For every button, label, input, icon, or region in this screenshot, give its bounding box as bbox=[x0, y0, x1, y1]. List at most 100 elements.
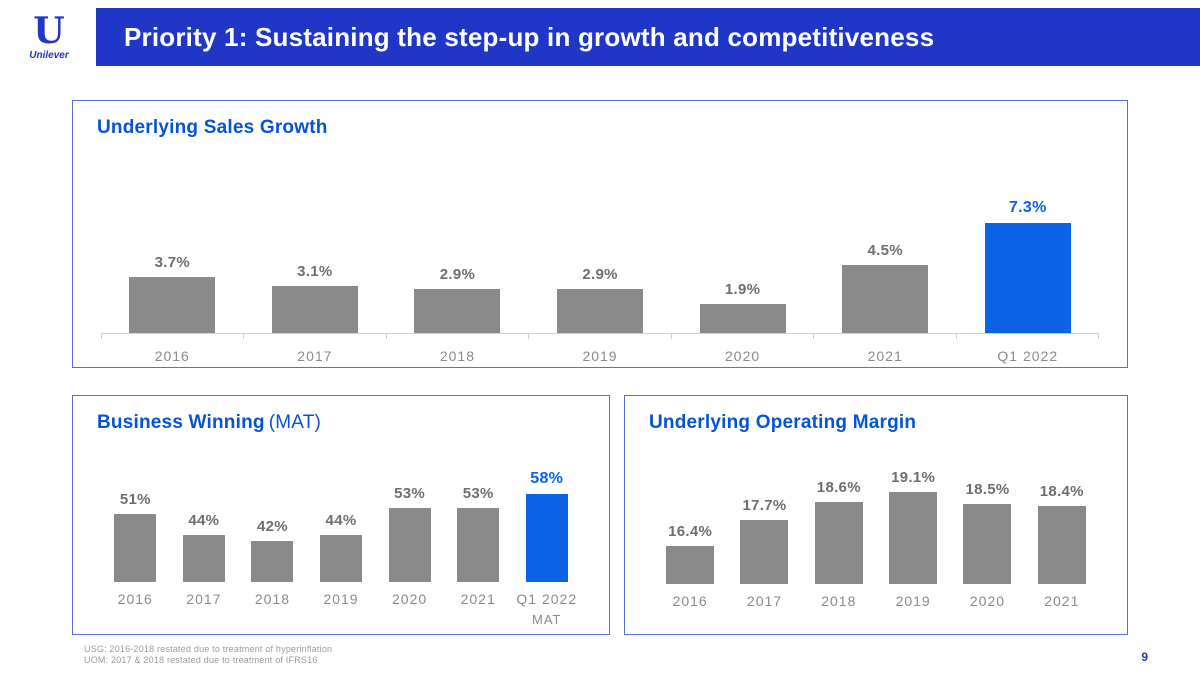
category-sublabel: MAT bbox=[532, 612, 562, 627]
value-label: 2.9% bbox=[439, 266, 476, 283]
value-label: 7.3% bbox=[1008, 199, 1047, 216]
category-labels: 2016 2017 2018 2019 2020 2021 bbox=[653, 584, 1099, 609]
value-label: 51% bbox=[119, 491, 151, 508]
bar-column: 4.5% bbox=[814, 242, 957, 333]
bar-column: 53% bbox=[444, 485, 513, 582]
bar-column: 53% bbox=[375, 485, 444, 582]
business-winning-panel: Business Winning (MAT) 51% 44% 42% 44% 53% 53%… bbox=[72, 395, 610, 635]
category-label: 2018 bbox=[254, 591, 291, 607]
bar-2021 bbox=[457, 508, 500, 582]
category-label: 2017 bbox=[297, 348, 333, 364]
value-label: 16.4% bbox=[668, 523, 713, 540]
bar-2019 bbox=[889, 492, 938, 584]
value-label: 19.1% bbox=[891, 469, 936, 486]
bar-2019 bbox=[557, 289, 644, 333]
value-label: 3.7% bbox=[154, 254, 190, 271]
bar-column: 3.1% bbox=[244, 263, 387, 333]
underlying-sales-growth-panel: Underlying Sales Growth 3.7% 3.1% 2.9% 2.9%… bbox=[72, 100, 1128, 368]
usg-bar-chart: 3.7% 3.1% 2.9% 2.9% 1.9% 4.5% 7.3% 2016 2017 2018… bbox=[101, 179, 1099, 364]
bar-2021 bbox=[1037, 506, 1086, 584]
bar-column: 18.6% bbox=[802, 479, 876, 584]
bar-2016 bbox=[114, 514, 157, 582]
category-labels: 2016 2017 2018 2019 2020 2021 Q1 2022 bbox=[101, 339, 1099, 364]
footnotes: USG: 2016-2018 restated due to treatment… bbox=[84, 644, 332, 667]
bar-column: 18.4% bbox=[1025, 483, 1099, 584]
value-label: 18.4% bbox=[1039, 483, 1084, 500]
bar-2018 bbox=[251, 541, 294, 582]
bar-column: 58% bbox=[512, 470, 581, 582]
category-label: 2020 bbox=[969, 593, 1006, 609]
bar-column: 42% bbox=[238, 518, 307, 582]
value-label: 17.7% bbox=[742, 497, 787, 514]
value-label: 44% bbox=[188, 512, 220, 529]
bar-column: 51% bbox=[101, 491, 170, 582]
underlying-operating-margin-panel: Underlying Operating Margin 16.4% 17.7% 18… bbox=[624, 395, 1128, 635]
uom-chart-title: Underlying Operating Margin bbox=[649, 412, 917, 433]
category-label: 2017 bbox=[186, 591, 222, 607]
footnote-uom: UOM: 2017 & 2018 restated due to treatme… bbox=[84, 655, 318, 666]
category-label: 2019 bbox=[582, 348, 618, 364]
category-label: 2021 bbox=[460, 591, 496, 607]
category-label: 2021 bbox=[867, 348, 903, 364]
category-label: 2016 bbox=[117, 591, 153, 607]
bar-2020 bbox=[963, 504, 1012, 584]
unilever-wordmark: Unilever bbox=[29, 50, 69, 61]
bar-column: 18.5% bbox=[950, 481, 1024, 584]
bar-2016 bbox=[666, 546, 715, 584]
bar-2017 bbox=[271, 286, 358, 333]
unilever-u-icon: U bbox=[33, 10, 65, 52]
category-label: 2020 bbox=[392, 591, 428, 607]
value-label: 2.9% bbox=[582, 266, 618, 283]
bar-column: 2.9% bbox=[386, 266, 529, 333]
bar-column: 44% bbox=[170, 512, 239, 582]
value-label: 42% bbox=[256, 518, 288, 535]
category-label: 2021 bbox=[1044, 593, 1080, 609]
category-labels: 2016 2017 2018 2019 2020 2021 Q1 2022 MAT bbox=[101, 582, 581, 627]
value-label: 3.1% bbox=[297, 263, 333, 280]
value-label: 4.5% bbox=[867, 242, 903, 259]
category-label: 2018 bbox=[439, 348, 476, 364]
value-label: 18.6% bbox=[816, 479, 861, 496]
footnote-usg: USG: 2016-2018 restated due to treatment… bbox=[84, 644, 333, 654]
usg-chart-title: Underlying Sales Growth bbox=[97, 117, 328, 138]
bar-2018 bbox=[814, 502, 863, 584]
bar-2021 bbox=[842, 265, 929, 333]
value-label: 1.9% bbox=[724, 281, 761, 298]
category-label: 2017 bbox=[746, 593, 783, 609]
uom-bar-chart: 16.4% 17.7% 18.6% 19.1% 18.5% 18.4% 2016 2017 20… bbox=[653, 440, 1099, 609]
value-label: 53% bbox=[394, 485, 426, 502]
bw-chart-title: Business Winning (MAT) bbox=[97, 412, 609, 434]
category-label: 2019 bbox=[895, 593, 931, 609]
category-label: 2020 bbox=[725, 348, 761, 364]
header-banner: Priority 1: Sustaining the step-up in gr… bbox=[96, 8, 1200, 66]
category-label: 2016 bbox=[154, 348, 190, 364]
unilever-logo: U Unilever bbox=[14, 8, 84, 66]
bar-Q1 2022 bbox=[984, 223, 1071, 333]
bar-2019 bbox=[320, 535, 363, 582]
value-label: 53% bbox=[462, 485, 494, 502]
bar-2016 bbox=[129, 277, 216, 333]
category-label: Q1 2022 bbox=[997, 348, 1059, 364]
category-label: 2016 bbox=[672, 593, 708, 609]
bar-column: 16.4% bbox=[653, 523, 727, 584]
bw-title-suffix: (MAT) bbox=[268, 412, 322, 433]
bar-column: 7.3% bbox=[956, 199, 1099, 333]
bar-column: 3.7% bbox=[101, 254, 244, 333]
bar-2020 bbox=[699, 304, 786, 333]
bar-2018 bbox=[414, 289, 501, 333]
bw-title-main: Business Winning bbox=[97, 412, 265, 433]
category-label: 2019 bbox=[323, 591, 359, 607]
category-label: 2018 bbox=[821, 593, 857, 609]
value-label: 18.5% bbox=[965, 481, 1010, 498]
bar-column: 17.7% bbox=[727, 497, 801, 584]
page-number: 9 bbox=[1141, 650, 1148, 664]
bw-bar-chart: 51% 44% 42% 44% 53% 53% 58% 2016 2017 2018 2019 202… bbox=[101, 448, 581, 627]
bar-Q1 2022 bbox=[525, 494, 568, 582]
category-label: Q1 2022 MAT bbox=[512, 582, 581, 627]
slide-title: Priority 1: Sustaining the step-up in gr… bbox=[124, 21, 935, 52]
value-label: 58% bbox=[530, 470, 564, 487]
bar-2017 bbox=[740, 520, 789, 584]
bar-column: 44% bbox=[307, 512, 376, 582]
bar-column: 19.1% bbox=[876, 469, 950, 584]
